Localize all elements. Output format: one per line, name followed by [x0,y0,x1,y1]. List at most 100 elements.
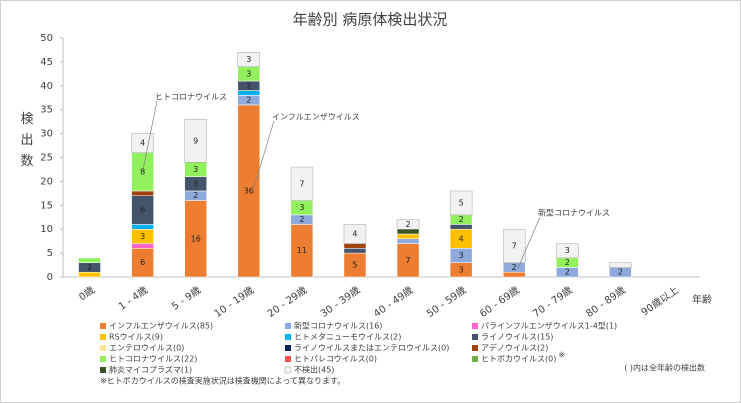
legend-swatch [285,356,291,362]
bar-segment [396,238,420,244]
data-label: 2 [246,81,251,90]
bar-segment [343,243,367,249]
annotation-leader [517,216,541,268]
bar-segment [502,271,526,278]
data-label: 4 [352,229,357,238]
legend-label: ヒトパレコウイルス(0) [294,355,377,364]
bar-segment [449,190,473,216]
legend-swatch [472,323,478,329]
data-label: 2 [459,215,464,224]
y-tick-label: 5 [47,248,53,259]
y-tick-label: 25 [40,153,53,164]
bar-segment [609,262,632,268]
legend-swatch [100,345,106,351]
legend-swatch [100,334,106,340]
legend-label: インフルエンザウイルス(85) [109,322,213,331]
data-label: 2 [87,263,92,272]
bar-segment [131,243,154,249]
data-label: 5 [459,198,464,207]
data-label: 6 [140,258,145,267]
bar-segment [237,90,261,96]
annotation: 新型コロナウイルス [538,208,610,218]
y-tick-label: 15 [40,200,53,211]
annotation-leader [252,120,275,192]
data-label: 4 [459,234,464,243]
legend-swatch [285,334,291,340]
y-tick-label: 30 [40,129,53,140]
legend-label: ライノウイルスまたはエンテロウイルス(0) [294,344,449,353]
annotation-leader [142,100,158,172]
x-axis-label: 年齢 [692,293,712,306]
bar-segment [237,52,261,67]
data-label: 5 [352,261,357,270]
bar-segment [449,224,473,230]
y-tick-label: 10 [40,224,53,235]
data-label: 9 [193,136,198,145]
legend-label: ヒトメタニューモウイルス(2) [294,333,401,342]
y-tick-label: 35 [40,105,53,116]
legend-swatch [472,356,478,362]
legend-swatch [285,345,291,351]
legend-swatch [285,323,291,329]
bar-segment [131,190,154,196]
legend-swatch [100,323,106,329]
legend-label: ライノウイルス(15) [481,333,553,342]
data-label: 7 [405,256,410,265]
data-label: 3 [246,69,251,78]
chart-title: 年齢別 病原体検出状況 [293,11,448,29]
bar-segment [290,166,314,201]
legend-label: ヒトコロナウイルス(22) [109,355,197,364]
y-axis-label: 検出数 [18,112,34,175]
legend-label: アデノウイルス(2) [481,343,548,353]
legend-label: 不検出(45) [294,365,334,375]
legend-mark: ※ [558,351,565,360]
data-label: 11 [297,246,307,255]
data-label: 3 [140,232,145,241]
legend-swatch [100,356,106,362]
data-label: 2 [565,268,570,277]
legend-swatch [100,367,106,373]
data-label: 6 [140,206,145,215]
bar-segment [396,228,420,235]
note: ※ヒトボカウイルスの検査実施状況は検査機関によって異なります。 [100,376,345,386]
data-label: 3 [565,246,570,255]
legend-label: ヒトボカウイルス(0) [481,355,556,364]
data-label: 7 [299,179,304,188]
data-label: 4 [140,139,145,148]
data-label: 3 [299,203,304,212]
bar-segment [502,228,526,263]
bar-segment [343,248,367,254]
data-label: 36 [244,186,254,195]
data-label: 2 [299,215,304,224]
data-label: 3 [459,251,464,260]
data-label: 2 [512,263,517,272]
data-label: 2 [565,258,570,267]
y-tick-label: 0 [47,272,53,283]
bar-segment [556,243,579,259]
bar-segment [78,271,101,278]
data-label: 3 [193,179,198,188]
data-label: 3 [193,165,198,174]
data-label: 16 [191,234,201,243]
annotation: ヒトコロナウイルス [155,93,227,102]
note: ( )内は全年齢の検出数 [624,363,705,373]
data-label: 3 [459,265,464,274]
legend-swatch [472,345,478,351]
legend-label: RSウイルス(9) [109,333,163,342]
bar-segment [78,257,101,263]
y-tick-label: 40 [40,81,53,92]
y-tick-label: 45 [40,57,53,68]
bar-segment [131,133,154,153]
data-label: 2 [618,268,623,277]
y-tick-label: 50 [40,33,53,44]
data-label: 3 [246,55,251,64]
data-label: 2 [193,191,198,200]
data-label: 2 [405,220,410,229]
bar-segment [396,233,420,240]
data-label: 2 [246,96,251,105]
legend-label: パラインフルエンザウイルス1-4型(1) [481,322,617,331]
data-label: 7 [512,241,517,250]
legend-label: 肺炎マイコプラズマ(1) [109,365,192,375]
legend-label: 新型コロナウイルス(16) [294,321,382,331]
